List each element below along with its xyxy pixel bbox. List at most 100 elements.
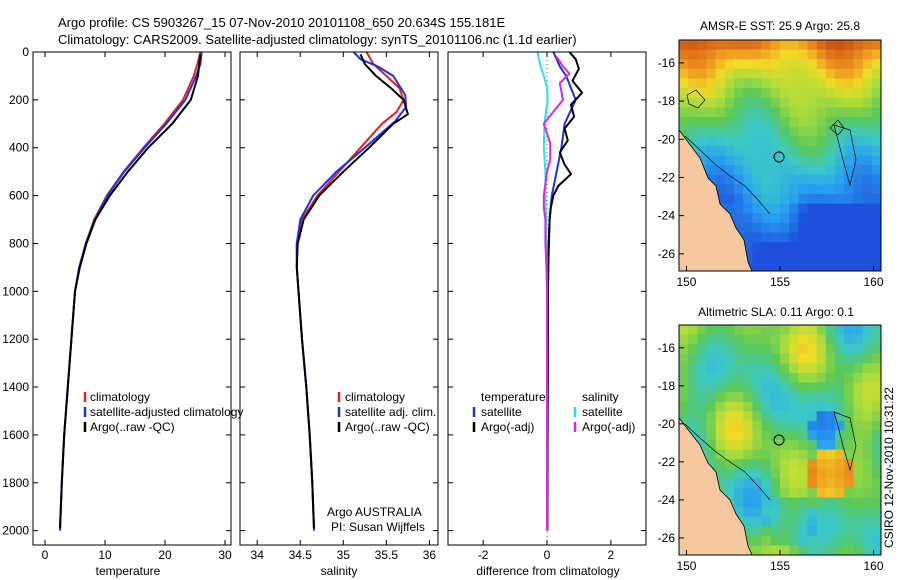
heatmap-cell [761, 59, 772, 70]
temperature-lines [59, 51, 203, 531]
heatmap-cell [706, 430, 717, 441]
heatmap-cell [715, 68, 726, 80]
heatmap-cell [862, 222, 873, 234]
heatmap-cell [734, 88, 744, 99]
heatmap-cell [835, 78, 845, 89]
heatmap-cell [789, 363, 799, 374]
heatmap-cell [724, 184, 735, 195]
y-tick-label: 1800 [2, 476, 29, 490]
heatmap-cell [761, 117, 772, 128]
heatmap-cell [770, 251, 781, 262]
heatmap-cell [853, 203, 864, 214]
heatmap-cell [706, 145, 717, 157]
heatmap-cell [780, 497, 790, 508]
heatmap-cell [816, 334, 827, 345]
heatmap-cell [706, 420, 717, 432]
heatmap-cell [706, 88, 717, 99]
heatmap-cell [743, 430, 754, 441]
heatmap-cell [752, 401, 763, 412]
heatmap-cell [688, 325, 698, 336]
heatmap-cell [752, 372, 763, 384]
x-tick-label: -2 [478, 548, 489, 562]
heatmap-cell [780, 59, 790, 70]
heatmap-cell [761, 68, 772, 80]
heatmap-cell [743, 78, 754, 89]
heatmap-cell [835, 174, 845, 185]
heatmap-cell [871, 363, 881, 374]
heatmap-cell [853, 145, 864, 157]
heatmap-cell [734, 107, 744, 118]
heatmap-cell [761, 459, 772, 470]
heatmap-cell [780, 487, 790, 499]
salinity-axes: 34 34.5 35 35.5 36 [240, 51, 438, 562]
heatmap-cell [789, 232, 799, 243]
heatmap-cell [825, 174, 836, 185]
heatmap-cell [780, 213, 790, 224]
heatmap-cell [724, 194, 735, 205]
sla-reef-outline [684, 423, 771, 501]
x-tick-label: 10 [98, 548, 112, 562]
heatmap-cell [761, 487, 772, 499]
heatmap-cell [770, 468, 781, 479]
heatmap-cell [679, 107, 689, 118]
heatmap-cell [697, 363, 708, 374]
heatmap-cell [835, 334, 845, 345]
heatmap-cell [734, 194, 744, 205]
heatmap-cell [679, 126, 689, 137]
heatmap-cell [825, 507, 836, 518]
heatmap-cell [743, 344, 754, 355]
sst-reef-outline [684, 135, 771, 215]
heatmap-cell [679, 68, 689, 80]
heatmap-cell [835, 68, 845, 80]
heatmap-cell [715, 430, 726, 441]
heatmap-cell [853, 430, 864, 441]
heatmap-cell [798, 155, 809, 166]
heatmap-cell [743, 136, 754, 147]
map-x-tick-label: 160 [864, 559, 884, 573]
heatmap-cell [752, 136, 763, 147]
salinity-lines [295, 51, 409, 531]
heatmap-cell [871, 459, 881, 470]
heatmap-cell [789, 145, 799, 157]
heatmap-cell [752, 261, 763, 271]
map-y-tick-label: -16 [658, 56, 676, 70]
heatmap-cell [862, 126, 873, 137]
heatmap-cell [743, 468, 754, 479]
heatmap-cell [743, 107, 754, 118]
argo-raw-qc-line [59, 54, 202, 529]
sla-axes: 150 155 160 -16 -18 -20 -22 -24 -26 [658, 341, 884, 573]
heatmap-cell [807, 344, 818, 355]
heatmap-cell [706, 334, 717, 345]
heatmap-cell [770, 88, 781, 99]
map-y-tick-label: -20 [658, 417, 676, 431]
heatmap-cell [844, 40, 855, 51]
heatmap-cell [770, 325, 781, 336]
heatmap-cell [724, 392, 735, 403]
heatmap-cell [807, 382, 818, 393]
heatmap-cell [798, 136, 809, 147]
y-tick-label: 1000 [2, 284, 29, 298]
heatmap-cell [724, 487, 735, 499]
heatmap-cell [825, 136, 836, 147]
heatmap-cell [752, 344, 763, 355]
heatmap-cell [743, 59, 754, 70]
heatmap-cell [789, 459, 799, 470]
heatmap-cell [770, 40, 781, 51]
heatmap-cell [798, 430, 809, 441]
heatmap-cell [871, 411, 881, 422]
heatmap-cell [871, 478, 881, 489]
heatmap-cell [743, 49, 754, 60]
heatmap-cell [697, 334, 708, 345]
heatmap-cell [844, 459, 855, 470]
heatmap-cell [679, 401, 689, 412]
heatmap-cell [724, 145, 735, 157]
sst-axes: 150 155 160 -16 -18 -20 -22 -24 -26 [658, 56, 884, 289]
heatmap-cell [825, 59, 836, 70]
heatmap-cell [835, 392, 845, 403]
heatmap-cell [862, 344, 873, 355]
heatmap-cell [761, 107, 772, 118]
sst-land [679, 129, 753, 271]
heatmap-cell [734, 49, 744, 60]
heatmap-cell [871, 516, 881, 527]
heatmap-cell [743, 440, 754, 451]
